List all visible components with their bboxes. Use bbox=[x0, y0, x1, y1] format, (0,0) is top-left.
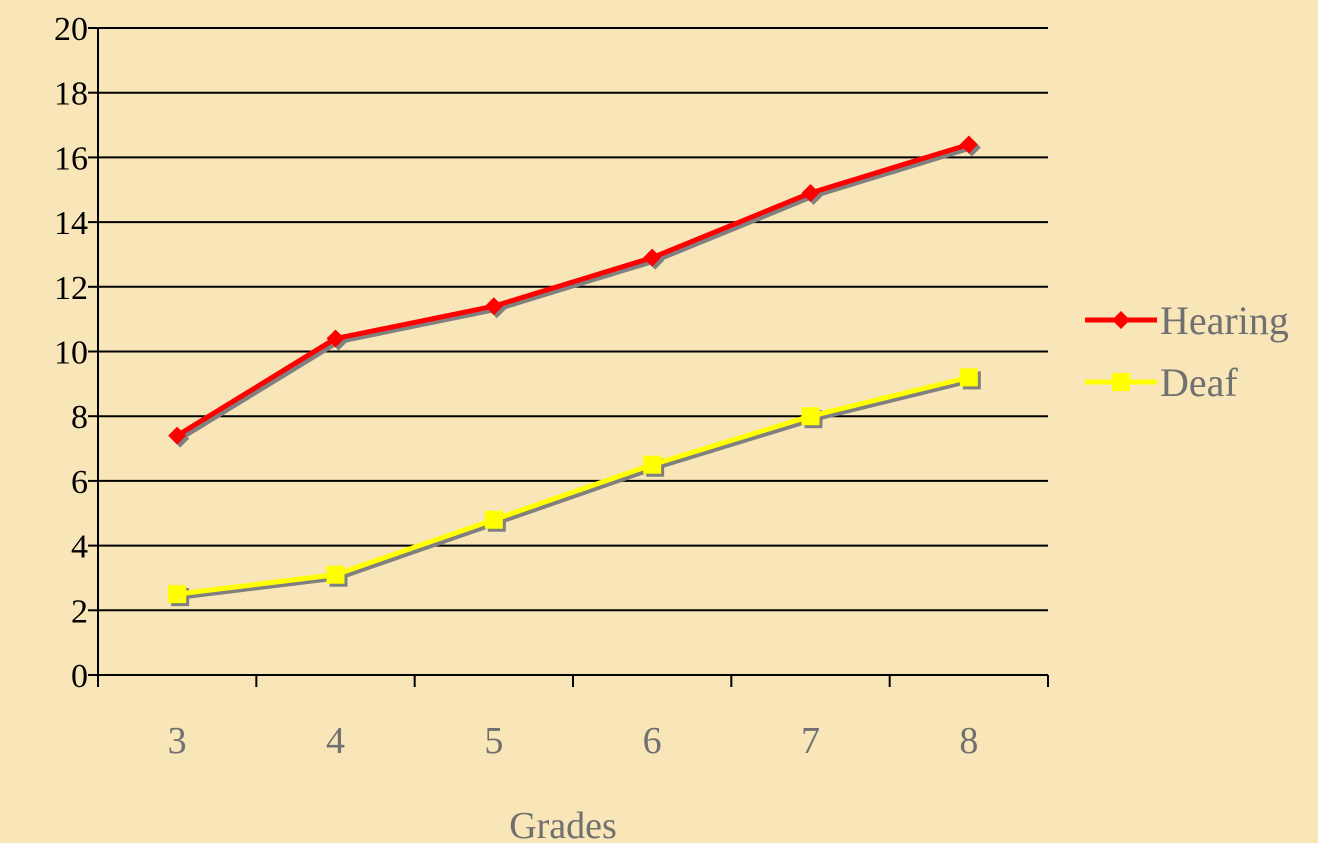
y-tick-label: 20 bbox=[54, 11, 88, 48]
grid-lines bbox=[98, 27, 1048, 612]
series-layer bbox=[168, 135, 981, 607]
series-line bbox=[176, 374, 970, 597]
legend-label: Hearing bbox=[1160, 298, 1289, 343]
data-point bbox=[643, 455, 662, 474]
y-tick-label: 14 bbox=[54, 205, 88, 242]
data-point bbox=[484, 510, 503, 529]
legend-item-hearing: Hearing bbox=[1085, 298, 1289, 343]
data-point bbox=[959, 368, 978, 387]
y-tick-label: 16 bbox=[54, 140, 88, 177]
data-point bbox=[168, 426, 187, 445]
legend-marker bbox=[1112, 373, 1130, 391]
x-tick-labels: 3 4 5 6 7 8 bbox=[168, 720, 979, 762]
data-point bbox=[484, 297, 503, 316]
x-tick-label: 6 bbox=[643, 720, 662, 762]
data-point bbox=[326, 329, 345, 348]
y-tick-label: 4 bbox=[71, 529, 88, 566]
x-tick-label: 4 bbox=[326, 720, 345, 762]
x-tick-label: 8 bbox=[959, 720, 978, 762]
series-shadow-line bbox=[178, 145, 973, 441]
x-tick-label: 5 bbox=[484, 720, 503, 762]
legend-label: Deaf bbox=[1160, 360, 1238, 405]
y-tick-label: 6 bbox=[71, 464, 88, 501]
legend: Hearing Deaf bbox=[1085, 298, 1289, 405]
legend-item-deaf: Deaf bbox=[1085, 360, 1238, 405]
y-tick-label: 8 bbox=[71, 399, 88, 436]
y-tick-label: 12 bbox=[54, 270, 88, 307]
y-tick-labels: 0 2 4 6 8 10 12 14 16 18 20 bbox=[54, 11, 88, 695]
x-tick-label: 7 bbox=[801, 720, 820, 762]
y-tick-label: 0 bbox=[71, 658, 88, 695]
series-shadow-line bbox=[179, 377, 973, 600]
legend-marker bbox=[1112, 311, 1130, 329]
axes bbox=[88, 27, 1049, 687]
data-point bbox=[168, 585, 187, 604]
y-tick-label: 18 bbox=[54, 76, 88, 113]
y-tick-label: 10 bbox=[54, 335, 88, 372]
x-tick-label: 3 bbox=[168, 720, 187, 762]
series-deaf bbox=[168, 368, 981, 607]
data-point bbox=[326, 565, 345, 584]
y-tick-label: 2 bbox=[71, 593, 88, 630]
series-hearing bbox=[168, 135, 981, 448]
series-line bbox=[175, 142, 970, 438]
data-point bbox=[643, 248, 662, 267]
data-point bbox=[801, 407, 820, 426]
data-point bbox=[801, 183, 820, 202]
x-axis-title: Grades bbox=[509, 805, 617, 843]
data-point bbox=[959, 135, 978, 154]
